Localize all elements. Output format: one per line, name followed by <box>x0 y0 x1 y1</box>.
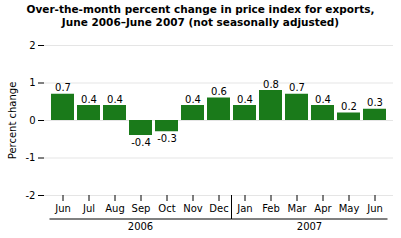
svg-text:-0.3: -0.3 <box>157 133 177 144</box>
svg-text:Dec: Dec <box>209 203 228 214</box>
svg-text:0.4: 0.4 <box>81 94 97 105</box>
svg-text:2: 2 <box>29 40 35 51</box>
svg-text:Aug: Aug <box>105 203 125 214</box>
svg-text:0.4: 0.4 <box>315 94 331 105</box>
svg-text:0.2: 0.2 <box>341 101 357 112</box>
svg-text:0.3: 0.3 <box>367 98 383 109</box>
svg-text:0.4: 0.4 <box>237 94 253 105</box>
svg-text:0.6: 0.6 <box>211 86 227 97</box>
svg-text:2007: 2007 <box>297 221 322 232</box>
svg-text:1: 1 <box>29 77 35 88</box>
svg-text:0.7: 0.7 <box>55 83 71 94</box>
svg-text:0.8: 0.8 <box>263 79 279 90</box>
svg-text:0.4: 0.4 <box>185 94 201 105</box>
svg-text:Apr: Apr <box>314 203 332 214</box>
svg-text:-1: -1 <box>26 152 36 163</box>
svg-text:Percent change: Percent change <box>7 82 18 160</box>
svg-text:-0.4: -0.4 <box>131 137 151 148</box>
svg-text:May: May <box>339 203 360 214</box>
svg-text:Jul: Jul <box>82 203 95 214</box>
svg-text:Jun: Jun <box>54 203 71 214</box>
html-text:Over-the-month percent change: Over-the-month percent change in price i… <box>26 3 375 29</box>
svg-text:Jun: Jun <box>366 203 383 214</box>
svg-text:0: 0 <box>29 115 35 126</box>
svg-text:Jan: Jan <box>236 203 252 214</box>
svg-text:0.7: 0.7 <box>289 83 305 94</box>
svg-text:2006: 2006 <box>128 221 153 232</box>
svg-text:Oct: Oct <box>158 203 175 214</box>
svg-text:Mar: Mar <box>288 203 308 214</box>
svg-text:Nov: Nov <box>183 203 203 214</box>
svg-text:-2: -2 <box>26 190 36 201</box>
svg-text:0.4: 0.4 <box>107 94 123 105</box>
svg-text:Feb: Feb <box>262 203 280 214</box>
svg-text:Sep: Sep <box>132 203 151 214</box>
